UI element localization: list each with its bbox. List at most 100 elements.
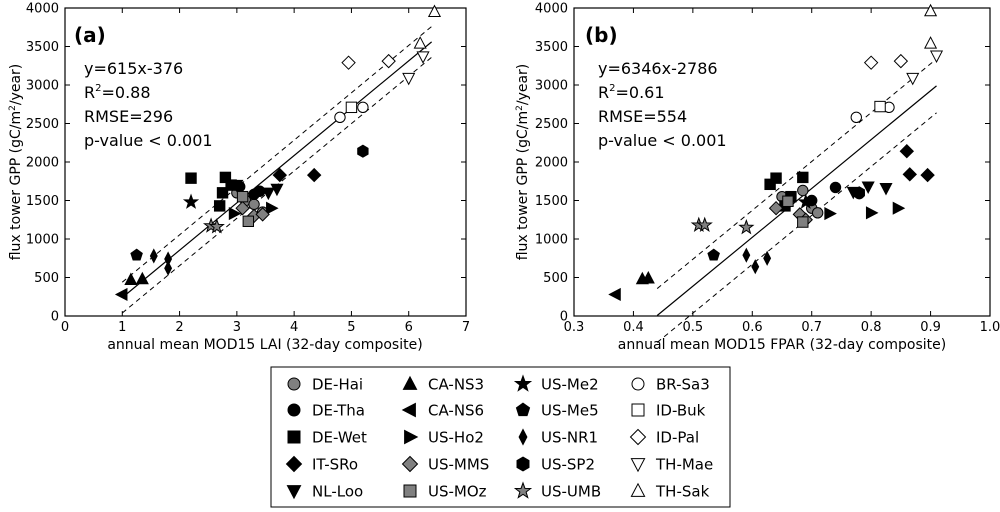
data-point-us-mms: [235, 200, 250, 216]
y-tick-label: 500: [543, 271, 568, 286]
legend-marker: [631, 403, 645, 417]
legend-marker: [630, 458, 646, 473]
legend-marker: [513, 481, 533, 499]
y-tick-label: 1000: [26, 233, 59, 248]
legend-label: ID-Pal: [656, 429, 699, 447]
legend-marker: [287, 430, 301, 444]
data-point-th-sak: [924, 36, 938, 49]
data-point-th-mae: [906, 72, 920, 86]
x-tick-label: 0.4: [623, 320, 644, 335]
data-point-ca-ns3: [124, 272, 138, 285]
y-tick-label: 1000: [535, 233, 568, 248]
legend-marker: [630, 482, 646, 497]
legend-label: CA-NS6: [428, 402, 484, 420]
axes-frame: [573, 7, 991, 317]
rmse: RMSE=296: [84, 107, 173, 126]
r-squared: R2=0.88: [84, 83, 151, 102]
y-tick-label: 2000: [26, 156, 59, 171]
data-point-us-ho2: [228, 207, 242, 221]
x-tick-label: 1: [118, 320, 126, 335]
y-axis-label: flux tower GPP (gC/m2/year): [8, 64, 24, 261]
legend-marker: [286, 485, 302, 500]
r-squared-value: =0.88: [102, 83, 151, 102]
legend-marker: [513, 374, 533, 392]
y-tick-label: 2500: [26, 117, 59, 132]
y-tick-label: 4000: [26, 2, 59, 17]
y-tick-label: 3500: [26, 40, 59, 55]
legend-item-us-moz: US-MOz: [403, 483, 487, 501]
legend-marker: [285, 455, 303, 473]
data-point-de-wet: [219, 171, 232, 184]
data-point-us-ho2: [266, 201, 279, 215]
data-point-de-hai: [797, 184, 809, 197]
legend-item-de-wet: DE-Wet: [287, 429, 367, 447]
y-axis-label: flux tower GPP (gC/m2/year): [515, 64, 531, 261]
legend-label: DE-Hai: [312, 376, 363, 394]
x-tick-label: 0.7: [801, 320, 822, 335]
data-point-us-nr1: [164, 260, 173, 276]
x-tick-label: 4: [290, 320, 298, 335]
legend-marker: [287, 403, 301, 417]
data-point-de-hai: [811, 207, 824, 219]
legend-marker: [515, 402, 531, 417]
x-axis-label: annual mean MOD15 FPAR (32-day composite…: [618, 337, 946, 353]
legend-label: US-MMS: [428, 456, 489, 474]
p-value: p-value < 0.001: [84, 131, 213, 150]
x-tick-label: 1.0: [980, 320, 1000, 335]
r-squared-value: =0.61: [616, 83, 665, 102]
legend-marker: [516, 456, 530, 472]
legend-label: DE-Tha: [312, 402, 365, 420]
y-axis-label-part2: /year): [8, 64, 24, 105]
legend-item-ca-ns6: CA-NS6: [401, 402, 484, 420]
data-point-it-sro: [920, 167, 935, 183]
legend-item-us-me2: US-Me2: [513, 374, 599, 394]
confidence-lower: [656, 112, 937, 343]
data-point-us-mms: [768, 200, 784, 216]
data-point-br-sa3: [334, 111, 346, 124]
x-tick-label: 0.3: [564, 320, 585, 335]
data-point-de-hai: [248, 198, 260, 211]
legend-marker: [404, 429, 419, 445]
data-point-id-buk: [874, 100, 886, 113]
legend-item-us-mms: US-MMS: [401, 455, 489, 474]
data-point-id-pal: [341, 55, 356, 70]
data-point-th-mae: [402, 72, 416, 86]
data-point-us-umb: [696, 216, 713, 233]
legend-label: US-MOz: [428, 483, 487, 501]
legend-marker: [631, 377, 645, 391]
legend-item-it-sro: IT-SRo: [285, 455, 358, 474]
x-tick-label: 0.8: [861, 320, 882, 335]
data-point-us-moz: [236, 190, 249, 203]
legend-label: US-NR1: [541, 429, 598, 447]
data-point-us-moz: [797, 216, 809, 228]
axes-frame: [64, 7, 467, 317]
data-point-it-sro: [272, 167, 288, 183]
legend-marker: [402, 375, 418, 390]
x-tick-label: 2: [175, 320, 183, 335]
data-point-id-pal: [893, 53, 909, 69]
legend-marker: [287, 377, 301, 391]
data-point-de-wet: [764, 178, 776, 191]
r-squared-exponent: 2: [609, 83, 615, 94]
y-axis-label-part2: /year): [515, 64, 531, 105]
y-tick-label: 3000: [26, 79, 59, 94]
data-point-us-nr1: [751, 259, 760, 275]
rmse: RMSE=554: [598, 107, 687, 126]
data-point-nl-loo: [270, 183, 284, 197]
legend-item-id-buk: ID-Buk: [631, 402, 706, 420]
data-point-ca-ns3: [135, 271, 149, 285]
legend-item-us-me5: US-Me5: [515, 402, 599, 420]
y-tick-label: 0: [51, 310, 59, 325]
panel-b: (b) y=6346x-2786 R2=0.61 RMSE=554 p-valu…: [515, 2, 1000, 354]
data-point-br-sa3: [850, 111, 862, 124]
x-tick-label: 0.5: [683, 320, 704, 335]
data-point-ca-ns3: [641, 270, 655, 284]
data-point-us-sp2: [853, 186, 865, 200]
legend-item-de-hai: DE-Hai: [287, 376, 363, 394]
data-point-id-pal: [863, 55, 879, 70]
legend-marker: [401, 455, 419, 473]
data-point-us-moz: [242, 215, 255, 227]
data-point-th-sak: [924, 3, 938, 17]
axis-ticks: 0 1 2 3 4 5 6 7 0 500 1000 1500 2000 2500 3000 3500 4000: [26, 2, 470, 336]
